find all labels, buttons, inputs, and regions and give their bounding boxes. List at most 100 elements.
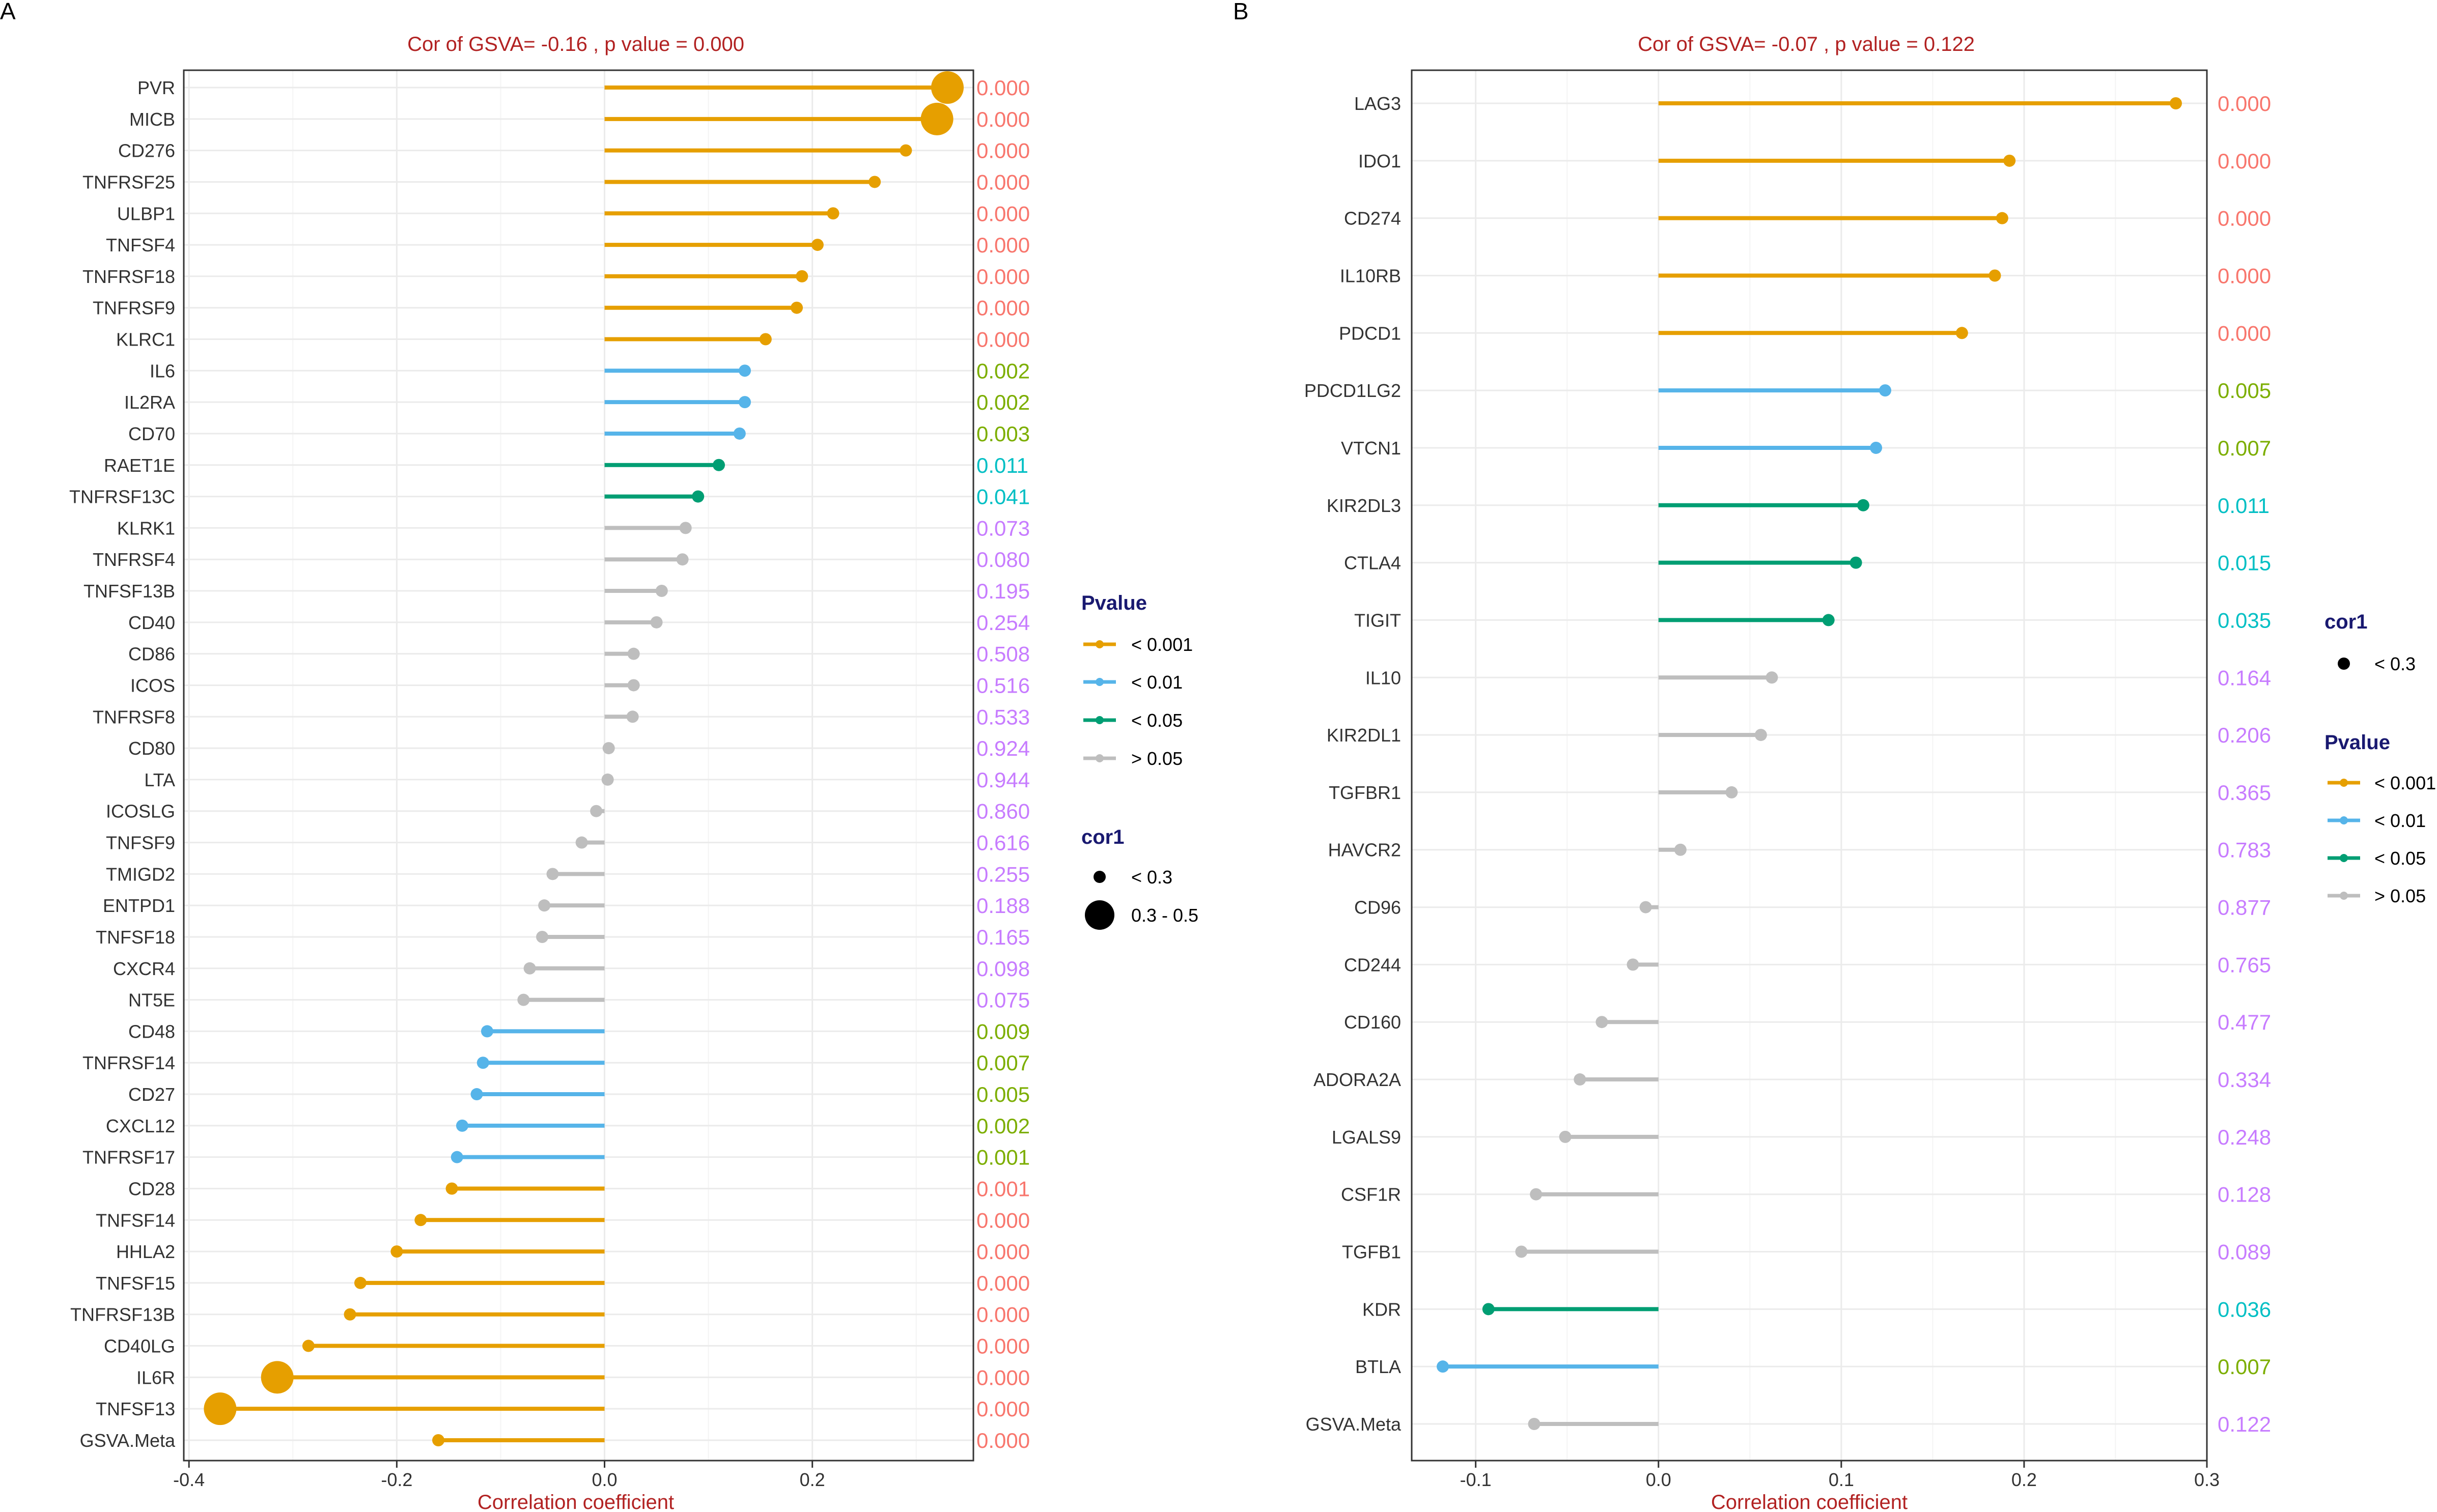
panel-b-category-label-gsva-meta: GSVA.Meta <box>1306 1414 1402 1435</box>
panel-b-point-kdr <box>1482 1303 1495 1316</box>
panel-a-category-label-icoslg: ICOSLG <box>106 801 175 822</box>
panel-b-category-label-cd160: CD160 <box>1344 1012 1401 1033</box>
panel-b-pvalue-label-kdr: 0.036 <box>2218 1297 2271 1321</box>
panel-b-point-cd96 <box>1639 901 1652 914</box>
panel-a-point-cxcl12 <box>456 1119 468 1132</box>
panel-a-row-tnfsf14: TNFSF14 0.000 <box>96 1208 1030 1232</box>
panel-b-pvalue-label-il10: 0.164 <box>2218 666 2271 690</box>
panel-b-point-cd244 <box>1627 958 1639 971</box>
panel-a-category-label-raet1e: RAET1E <box>104 455 175 476</box>
panel-b-pvalue-label-lag3: 0.000 <box>2218 92 2271 116</box>
panel-b-pvalue-label-pdcd1: 0.000 <box>2218 321 2271 345</box>
panel-b-x-tick-label: 0.3 <box>2194 1469 2220 1490</box>
panel-a-pvalue-label-tnfrsf8: 0.533 <box>976 705 1030 729</box>
panel-b-row-il10: IL10 0.164 <box>1365 666 2271 690</box>
panel-a-point-icos <box>627 679 640 692</box>
panel-a-pvalue-label-cd70: 0.003 <box>976 422 1030 446</box>
panel-a-point-tnfsf18 <box>536 930 549 943</box>
panel-a-label: A <box>0 0 16 24</box>
panel-a-category-label-cd276: CD276 <box>118 140 175 161</box>
panel-b-pvalue-label-adora2a: 0.334 <box>2218 1068 2271 1092</box>
panel-a-category-label-tnfrsf13b: TNFRSF13B <box>70 1304 175 1325</box>
panel-a-category-label-tmigd2: TMIGD2 <box>106 864 175 885</box>
panel-b-legend-pvalue-title: Pvalue <box>2324 731 2390 754</box>
panel-a: A Cor of GSVA= -0.16 , p value = 0.000 P… <box>0 0 1198 1512</box>
panel-b-category-label-lgals9: LGALS9 <box>1332 1127 1401 1148</box>
panel-a-point-tnfrsf18 <box>796 270 808 282</box>
panel-a-category-label-klrc1: KLRC1 <box>116 329 175 350</box>
panel-a-row-il6r: IL6R 0.000 <box>136 1361 1030 1394</box>
panel-a-row-lta: LTA 0.944 <box>144 768 1030 792</box>
panel-b-x-axis-title: Correlation coefficient <box>1711 1491 1908 1512</box>
panel-b-legend-key-lt005-dot <box>2340 854 2348 862</box>
panel-a-point-tnfrsf14 <box>477 1057 489 1069</box>
panel-a-row-tnfsf4: TNFSF4 0.000 <box>106 233 1030 257</box>
panel-b-pvalue-label-kir2dl3: 0.011 <box>2218 494 2270 518</box>
panel-a-pvalue-label-il2ra: 0.002 <box>976 390 1030 414</box>
panel-b-category-label-tgfb1: TGFB1 <box>1342 1242 1401 1263</box>
panel-a-pvalue-label-cxcl12: 0.002 <box>976 1114 1030 1138</box>
panel-a-pvalue-label-tnfsf9: 0.616 <box>976 831 1030 855</box>
panel-b-point-lgals9 <box>1559 1130 1572 1143</box>
panel-a-pvalue-label-tnfsf13: 0.000 <box>976 1397 1030 1421</box>
panel-a-x-tick-label: -0.2 <box>381 1469 412 1490</box>
panel-a-category-label-cxcr4: CXCR4 <box>113 958 175 979</box>
panel-a-pvalue-label-cd40: 0.254 <box>976 611 1030 635</box>
panel-b-point-ctla4 <box>1850 556 1862 569</box>
panel-b-category-label-tigit: TIGIT <box>1354 610 1401 631</box>
panel-a-pvalue-label-gsva-meta: 0.000 <box>976 1429 1030 1452</box>
panel-a-row-pvr: PVR 0.000 <box>137 71 1030 104</box>
panel-a-point-tnfsf13 <box>204 1392 237 1425</box>
panel-a-legend-lt005-label: < 0.05 <box>1131 710 1183 731</box>
panel-a-row-cd40: CD40 0.254 <box>128 611 1030 635</box>
panel-a-row-tnfrsf8: TNFRSF8 0.533 <box>93 705 1030 729</box>
panel-a-point-tnfrsf13c <box>692 490 705 503</box>
panel-a-pvalue-label-klrc1: 0.000 <box>976 328 1030 352</box>
panel-a-legend-small-label: < 0.3 <box>1131 867 1172 888</box>
panel-a-legend-large-label: 0.3 - 0.5 <box>1131 905 1198 926</box>
panel-a-pvalue-label-tnfsf15: 0.000 <box>976 1271 1030 1295</box>
panel-a-category-label-gsva-meta: GSVA.Meta <box>80 1430 176 1451</box>
panel-b-row-tgfb1: TGFB1 0.089 <box>1342 1240 2271 1264</box>
panel-a-point-cd40 <box>650 616 663 629</box>
panel-a-point-cd70 <box>733 427 746 440</box>
panel-a-pvalue-label-icos: 0.516 <box>976 673 1030 697</box>
panel-a-row-raet1e: RAET1E 0.011 <box>104 453 1028 477</box>
panel-a-pvalue-label-cxcr4: 0.098 <box>976 957 1030 981</box>
panel-b-plot-border <box>1411 69 2208 1462</box>
panel-a-x-tick-label: 0.2 <box>800 1469 825 1490</box>
panel-b-pvalue-label-tgfb1: 0.089 <box>2218 1240 2271 1264</box>
panel-b-pvalue-label-btla: 0.007 <box>2218 1355 2271 1379</box>
panel-a-row-klrc1: KLRC1 0.000 <box>116 328 1030 352</box>
panel-b-pvalue-label-vtcn1: 0.007 <box>2218 436 2271 460</box>
panel-a-category-label-cd80: CD80 <box>128 738 175 759</box>
panel-a-pvalue-label-hhla2: 0.000 <box>976 1240 1030 1264</box>
panel-a-point-klrc1 <box>759 333 772 346</box>
panel-a-point-tnfsf14 <box>414 1214 427 1226</box>
panel-a-row-gsva-meta: GSVA.Meta 0.000 <box>80 1429 1030 1452</box>
panel-a-row-tnfrsf13b: TNFRSF13B 0.000 <box>70 1303 1030 1327</box>
panel-a-pvalue-label-ulbp1: 0.000 <box>976 202 1030 225</box>
panel-b-pvalue-label-pdcd1lg2: 0.005 <box>2218 379 2271 403</box>
panel-a-point-ulbp1 <box>827 207 839 220</box>
panel-a-pvalue-label-nt5e: 0.075 <box>976 988 1030 1012</box>
panel-b-row-cd96: CD96 0.877 <box>1354 896 2271 920</box>
panel-b-row-gsva-meta: GSVA.Meta 0.122 <box>1306 1412 2272 1436</box>
panel-a-category-label-tnfrsf13c: TNFRSF13C <box>69 487 175 507</box>
panel-a-row-entpd1: ENTPD1 0.188 <box>103 894 1030 918</box>
panel-a-point-hhla2 <box>390 1245 403 1258</box>
panel-a-row-tmigd2: TMIGD2 0.255 <box>106 862 1030 886</box>
panel-b-legend-lt0001-label: < 0.001 <box>2374 773 2436 793</box>
panel-a-point-il6 <box>739 364 751 377</box>
panel-b-point-tgfb1 <box>1515 1245 1528 1258</box>
panel-a-row-cd40lg: CD40LG 0.000 <box>104 1334 1030 1358</box>
panel-b-category-label-btla: BTLA <box>1355 1356 1401 1377</box>
panel-a-point-icoslg <box>590 805 603 817</box>
panel-b-pvalue-label-ctla4: 0.015 <box>2218 551 2271 575</box>
panel-a-category-label-cd27: CD27 <box>128 1084 175 1105</box>
panel-a-point-raet1e <box>713 459 725 471</box>
panel-a-category-label-tnfrsf4: TNFRSF4 <box>93 549 175 570</box>
